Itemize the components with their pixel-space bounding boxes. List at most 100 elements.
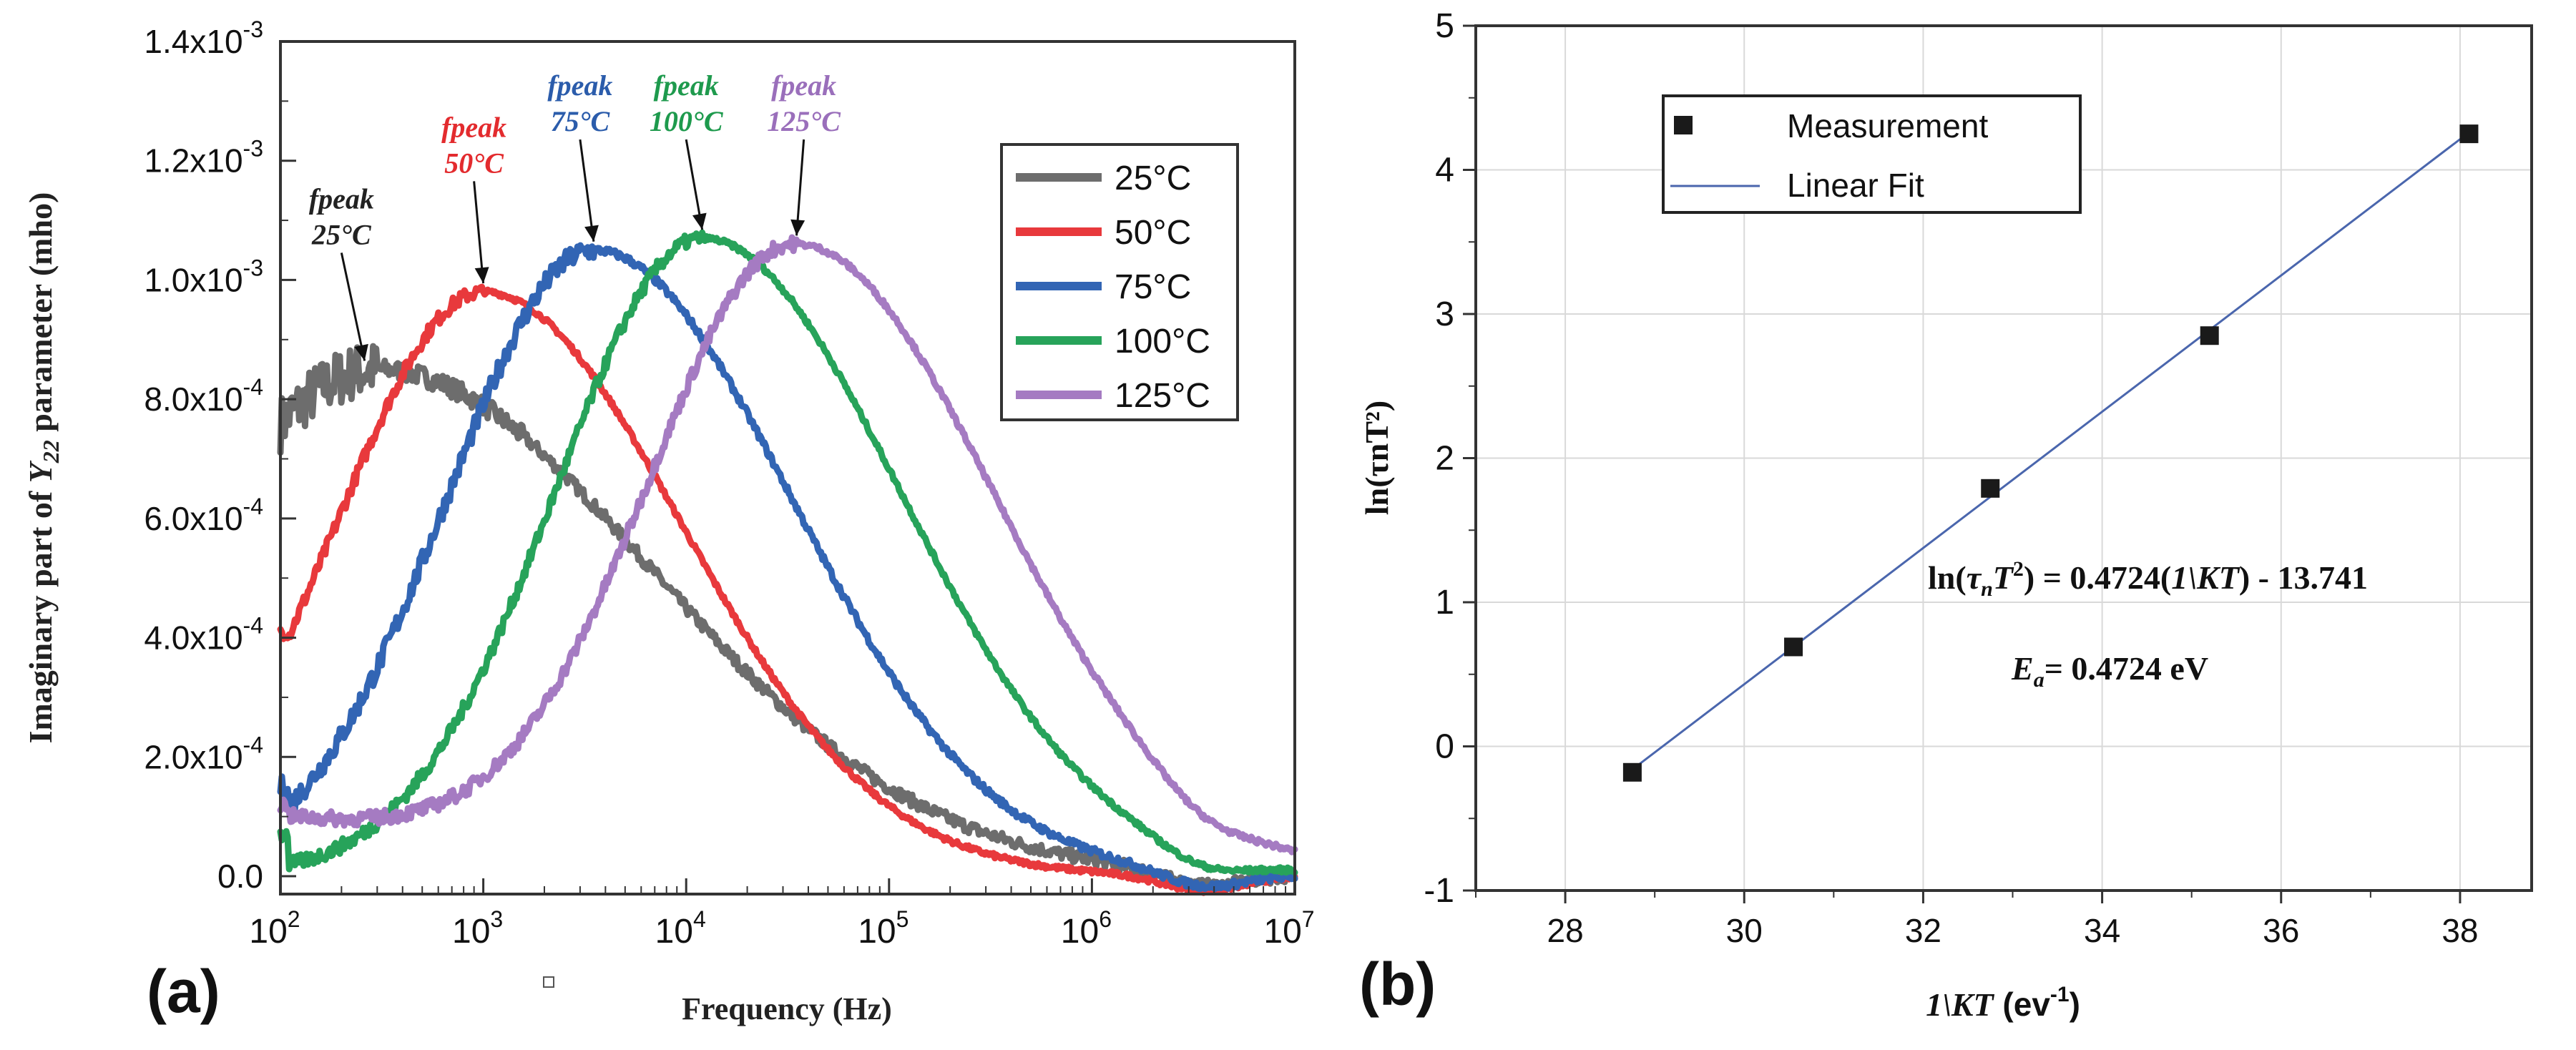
legend-label-a: 50°C	[1115, 214, 1191, 252]
series-curve-75c	[277, 242, 1298, 893]
y-tick-exp: -3	[243, 255, 263, 280]
y-tick-exp: -3	[243, 16, 263, 42]
x-tick-label-b: 38	[2442, 912, 2478, 949]
x-tick-label-b: 32	[1905, 912, 1941, 949]
x-tick-label-a: 106	[1061, 906, 1112, 951]
y-tick-mantissa: 1.4x10	[144, 23, 243, 60]
annotation-fpeak-label: fpeak	[771, 69, 836, 102]
panel-b-legend-box	[1662, 94, 2082, 214]
x-tick-label-a: 104	[655, 906, 706, 951]
series-curve-125c	[277, 234, 1298, 855]
x-tick-label-b: 36	[2263, 912, 2299, 949]
y-tick-exp: -3	[243, 136, 263, 162]
y-tick-exp: -4	[243, 374, 263, 400]
measurement-point	[1784, 637, 1803, 657]
legend-label-a: 75°C	[1115, 268, 1191, 306]
y-tick-mantissa: 1.0x10	[144, 261, 243, 298]
panel-b-y-axis-label-text: ln(τnT²)	[1358, 401, 1395, 515]
legend-marker-measurement	[1674, 116, 1693, 134]
x-tick-exp: 6	[1099, 906, 1112, 932]
panel-a-legend: 25°C 50°C 75°C 100°C 125°C	[1000, 143, 1239, 421]
measurement-point	[1622, 762, 1642, 782]
y-tick-label-a: 8.0x10-4	[144, 374, 263, 418]
y-tick-mantissa: 6.0x10	[144, 500, 243, 537]
y-tick-label-a: 6.0x10-4	[144, 494, 263, 537]
annotation-fpeak-label: fpeak	[547, 69, 612, 102]
y-tick-label-b: 3	[1435, 295, 1454, 333]
legend-label-linear-fit: Linear Fit	[1787, 167, 1924, 204]
y-tick-mantissa: 0.0	[217, 858, 263, 895]
y-tick-mantissa: 4.0x10	[144, 619, 243, 657]
y-tick-label-b: 5	[1435, 7, 1454, 45]
y-tick-label-a: 1.2x10-3	[144, 136, 263, 180]
x-tick-label-a: 105	[858, 906, 909, 951]
x-tick-label-b: 34	[2084, 912, 2120, 949]
x-tick-label-b: 28	[1547, 912, 1583, 949]
x-tick-exp: 7	[1302, 906, 1315, 932]
panel-a-x-axis-label: Frequency (Hz)	[682, 991, 892, 1026]
series-curve-100c	[277, 229, 1298, 876]
x-tick-exp: 4	[693, 906, 706, 932]
y-tick-exp: -4	[243, 732, 263, 757]
x-tick-base: 10	[452, 913, 490, 951]
legend-label-a: 25°C	[1115, 160, 1191, 197]
annotation-temperature-label: 100°C	[650, 105, 724, 137]
y-tick-label-a: 2.0x10-4	[144, 732, 263, 775]
annotation-arrow-head	[474, 267, 489, 284]
x-tick-base: 10	[249, 913, 287, 951]
y-tick-label-b: 0	[1435, 728, 1454, 766]
series-curve-50c	[277, 283, 1298, 896]
annotation-fpeak-label: fpeak	[441, 111, 506, 143]
y-tick-label-b: 1	[1435, 584, 1454, 622]
x-tick-exp: 2	[288, 906, 300, 932]
annotation-arrow-head	[692, 212, 707, 230]
panel-a-label: (a)	[147, 958, 220, 1025]
annotation-arrow-head	[354, 343, 368, 361]
annotation-arrow-head	[790, 219, 805, 236]
annotation-arrow-shaft	[795, 139, 805, 236]
x-tick-exp: 5	[896, 906, 909, 932]
panel-b-x-axis-label: 1\KT (ev-1)	[1926, 983, 2080, 1023]
fit-equation: ln(τnT2) = 0.4724(1\KT) - 13.741	[1928, 557, 2368, 601]
x-tick-base: 10	[1061, 913, 1099, 951]
y-tick-label-b: 2	[1435, 440, 1454, 478]
small-square-marker	[543, 976, 554, 988]
x-tick-base: 10	[655, 913, 693, 951]
x-tick-label-a: 107	[1263, 906, 1314, 951]
annotation-temperature-label: 50°C	[444, 147, 504, 179]
y-tick-mantissa: 1.2x10	[144, 142, 243, 180]
panel-b-label: (b)	[1359, 951, 1436, 1018]
panel-a-series-group	[277, 229, 1298, 896]
y-tick-label-a: 1.4x10-3	[144, 16, 263, 60]
panel-b-legend: Measurement Linear Fit	[1662, 94, 2082, 214]
annotation-temperature-label: 25°C	[311, 218, 372, 250]
y-tick-mantissa: 8.0x10	[144, 381, 243, 418]
annotation-temperature-label: 75°C	[551, 105, 611, 137]
annotation-temperature-label: 125°C	[767, 105, 841, 137]
x-tick-label-b: 30	[1726, 912, 1763, 949]
panel-a-y-axis-label: Imaginary part of Y22 parameter (mho)	[22, 192, 64, 744]
y-tick-label-b: -1	[1424, 872, 1454, 910]
y-tick-exp: -4	[243, 494, 263, 519]
y-tick-mantissa: 2.0x10	[144, 738, 243, 775]
annotation-arrow-shaft	[340, 252, 366, 361]
annotation-arrow-shaft	[473, 181, 485, 284]
panel-b-series-group	[1622, 124, 2479, 782]
panel-a-plot-frame	[279, 40, 1296, 896]
annotation-fpeak-label: fpeak	[654, 69, 719, 102]
legend-label-measurement: Measurement	[1787, 107, 1988, 144]
x-tick-exp: 3	[490, 906, 503, 932]
x-tick-base: 10	[1263, 913, 1301, 951]
x-tick-base: 10	[858, 913, 896, 951]
y-tick-exp: -4	[243, 613, 263, 639]
linear-fit-line	[1631, 131, 2470, 770]
annotation-fpeak-label: fpeak	[309, 182, 374, 215]
y-tick-label-b: 4	[1435, 152, 1454, 190]
legend-label-a: 125°C	[1115, 377, 1210, 415]
x-tick-label-a: 102	[249, 906, 300, 951]
y-tick-label-a: 4.0x10-4	[144, 613, 263, 657]
activation-energy: Ea= 0.4724 eV	[2011, 650, 2208, 692]
panel-b-y-axis-label: ln(τnT²)	[1358, 401, 1395, 515]
